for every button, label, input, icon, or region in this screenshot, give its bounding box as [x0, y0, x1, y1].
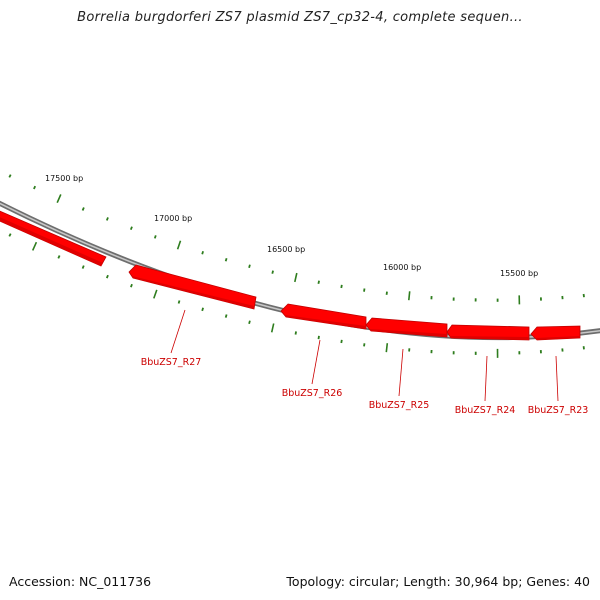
inner-ruler-minor-tick [224, 314, 228, 318]
inner-ruler-minor-tick [201, 307, 204, 312]
inner-ruler-major-tick [31, 241, 38, 251]
inner-ruler-major-tick [270, 323, 275, 333]
scale-label-17000: 17000 bp [154, 214, 192, 223]
outer-ruler-minor-tick [317, 280, 320, 284]
outer-ruler-major-tick [176, 240, 182, 250]
inner-ruler-major-tick [385, 343, 389, 353]
outer-ruler-minor-tick [33, 185, 37, 190]
inner-ruler-minor-tick [177, 300, 181, 304]
accession-text: Accession: NC_011736 [9, 574, 152, 589]
inner-ruler-minor-tick [340, 339, 343, 344]
leader-line-r26 [311, 339, 321, 385]
inner-ruler-minor-tick [317, 335, 320, 340]
inner-ruler-minor-tick [81, 265, 85, 269]
gene-arrow-bbuzs7-r24[interactable] [446, 324, 530, 341]
outer-ruler-minor-tick [248, 264, 251, 269]
outer-ruler-minor-tick [363, 288, 366, 292]
outer-ruler-minor-tick [8, 174, 12, 178]
inner-ruler-major-tick [153, 289, 158, 299]
outer-tick-marks [8, 174, 585, 305]
leader-line-r27 [170, 309, 186, 354]
scale-label-15500: 15500 bp [500, 269, 538, 278]
gene-arrow-bbuzs7-r26[interactable] [280, 303, 367, 330]
gene-label-r27[interactable]: BbuZS7_R27 [141, 357, 202, 368]
outer-ruler-minor-tick [224, 257, 228, 262]
gene-label-r24[interactable]: BbuZS7_R24 [455, 405, 516, 416]
scale-label-16500: 16500 bp [267, 245, 305, 254]
outer-ruler-major-tick [56, 194, 62, 204]
map-title: Borrelia burgdorferi ZS7 plasmid ZS7_cp3… [77, 10, 523, 25]
topology-summary: Topology: circular; Length: 30,964 bp; G… [286, 574, 590, 589]
scale-label-17500: 17500 bp [45, 174, 83, 183]
outer-ruler-minor-tick [201, 250, 204, 255]
inner-tick-marks [8, 233, 585, 358]
outer-ruler-minor-tick [340, 284, 343, 289]
outer-ruler-minor-tick [153, 235, 157, 239]
outer-ruler-major-tick [408, 291, 411, 301]
gene-arrow-bbuzs7-r27[interactable] [128, 264, 257, 310]
gene-arrow-bbuzs7-r23[interactable] [530, 325, 581, 341]
outer-ruler-minor-tick [129, 226, 133, 231]
inner-ruler-minor-tick [248, 320, 251, 325]
inner-ruler-minor-tick [294, 331, 297, 335]
gene-label-r23[interactable]: BbuZS7_R23 [528, 405, 589, 416]
leader-line-r23 [555, 355, 559, 402]
outer-ruler-minor-tick [81, 207, 85, 211]
inner-ruler-minor-tick [130, 283, 133, 288]
scale-label-16000: 16000 bp [383, 263, 421, 272]
inner-ruler-minor-tick [57, 255, 61, 259]
inner-ruler-minor-tick [363, 343, 366, 347]
outer-ruler-minor-tick [271, 270, 274, 274]
inner-ruler-minor-tick [8, 233, 12, 237]
gene-label-r25[interactable]: BbuZS7_R25 [369, 400, 430, 411]
leader-line-r24 [484, 355, 488, 402]
gene-arrow-left-partial[interactable] [0, 209, 107, 267]
inner-ruler-minor-tick [105, 274, 109, 279]
gene-arrow-bbuzs7-r25[interactable] [365, 317, 448, 338]
outer-ruler-minor-tick [105, 217, 109, 221]
leader-line-r25 [398, 348, 404, 397]
gene-label-r26[interactable]: BbuZS7_R26 [282, 388, 343, 399]
outer-ruler-major-tick [294, 272, 298, 283]
